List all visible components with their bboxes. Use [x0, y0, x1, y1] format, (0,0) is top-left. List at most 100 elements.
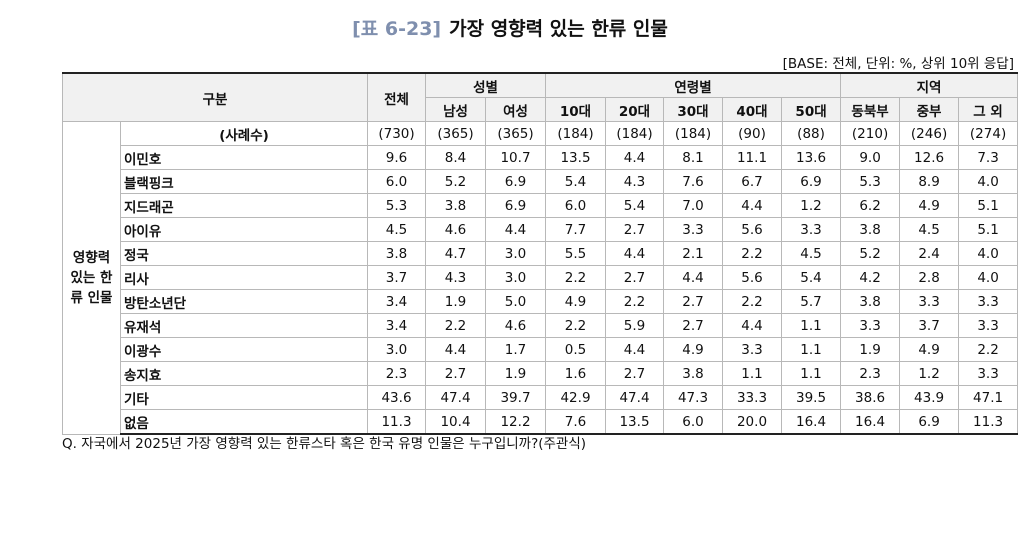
base-note: [BASE: 전체, 단위: %, 상위 10위 응답]: [782, 56, 1014, 72]
data-cell: 9.0: [840, 145, 901, 170]
row-name: 지드래곤: [120, 193, 368, 218]
row-name: 이광수: [120, 337, 368, 362]
data-cell: 5.9: [605, 313, 664, 338]
data-cell: 2.2: [722, 289, 782, 314]
row-name: 없음: [120, 409, 368, 435]
sub-header: 여성: [485, 97, 546, 122]
data-cell: 4.4: [605, 241, 664, 266]
data-cell: 3.4: [367, 289, 426, 314]
data-cell: 2.7: [605, 217, 664, 242]
sub-header: 20대: [605, 97, 664, 122]
data-cell: 3.3: [663, 217, 723, 242]
sub-header: 50대: [780, 97, 842, 122]
data-cell: 6.9: [485, 169, 546, 194]
sub-header: 10대: [545, 97, 606, 122]
sample-cell: (730): [367, 121, 426, 146]
data-cell: 3.3: [722, 337, 782, 362]
data-cell: 2.2: [425, 313, 486, 338]
data-cell: 4.4: [722, 313, 782, 338]
data-cell: 13.5: [545, 145, 606, 170]
data-cell: 47.4: [425, 385, 486, 410]
data-cell: 2.3: [840, 361, 901, 386]
data-cell: 6.9: [485, 193, 546, 218]
data-cell: 16.4: [780, 409, 842, 435]
data-cell: 5.6: [722, 217, 782, 242]
data-cell: 4.6: [485, 313, 546, 338]
data-cell: 5.7: [780, 289, 842, 314]
data-cell: 3.3: [780, 217, 842, 242]
data-cell: 3.0: [367, 337, 426, 362]
data-cell: 1.9: [840, 337, 901, 362]
data-cell: 7.0: [663, 193, 723, 218]
data-cell: 4.5: [780, 241, 842, 266]
data-row: 지드래곤 5.3 3.8 6.9 6.0 5.4 7.0 4.4 1.2 6.2 4.9 5.1: [63, 193, 1019, 218]
row-name: 정국: [120, 241, 368, 266]
data-cell: 8.4: [425, 145, 486, 170]
data-cell: 2.2: [545, 313, 606, 338]
data-cell: 4.4: [605, 145, 664, 170]
data-cell: 13.6: [780, 145, 842, 170]
data-cell: 3.3: [840, 313, 901, 338]
data-cell: 3.0: [485, 265, 546, 290]
data-cell: 4.5: [367, 217, 426, 242]
data-row: 리사 3.7 4.3 3.0 2.2 2.7 4.4 5.6 5.4 4.2 2.8 4.0: [63, 265, 1019, 290]
data-cell: 6.7: [722, 169, 782, 194]
data-cell: 1.9: [485, 361, 546, 386]
data-cell: 10.4: [425, 409, 486, 435]
data-cell: 1.6: [545, 361, 606, 386]
data-row: 이광수 3.0 4.4 1.7 0.5 4.4 4.9 3.3 1.1 1.9 4.9 2.2: [63, 337, 1019, 362]
header-cell: 전체: [367, 72, 426, 122]
data-cell: 5.4: [780, 265, 842, 290]
data-cell: 5.2: [840, 241, 901, 266]
data-cell: 12.6: [899, 145, 960, 170]
data-cell: 5.2: [425, 169, 486, 194]
data-cell: 39.7: [485, 385, 546, 410]
data-cell: 3.7: [899, 313, 960, 338]
row-group: 영향력 있는 한류 인물: [62, 121, 121, 435]
data-cell: 5.6: [722, 265, 782, 290]
sample-cell: (88): [780, 121, 842, 146]
sample-row: 영향력 있는 한류 인물 (사례수) (730) (365) (365) (184) (18…: [62, 121, 1019, 435]
data-cell: 9.6: [367, 145, 426, 170]
row-name: 송지효: [120, 361, 368, 386]
data-row: 아이유 4.5 4.6 4.4 7.7 2.7 3.3 5.6 3.3 3.8 4.5 5.1: [63, 217, 1019, 242]
data-cell: 4.3: [605, 169, 664, 194]
data-cell: 7.6: [663, 169, 723, 194]
data-cell: 43.9: [899, 385, 960, 410]
data-cell: 1.1: [780, 337, 842, 362]
data-cell: 7.3: [958, 145, 1019, 170]
data-cell: 2.3: [367, 361, 426, 386]
data-cell: 2.7: [605, 361, 664, 386]
table-title: [표 6-23] 가장 영향력 있는 한류 인물: [0, 14, 1020, 41]
data-cell: 2.2: [605, 289, 664, 314]
data-cell: 38.6: [840, 385, 901, 410]
data-cell: 42.9: [545, 385, 606, 410]
data-cell: 11.3: [958, 409, 1019, 435]
data-cell: 3.3: [958, 361, 1019, 386]
data-cell: 43.6: [367, 385, 426, 410]
data-row: 정국 3.8 4.7 3.0 5.5 4.4 2.1 2.2 4.5 5.2 2.4 4.0: [63, 241, 1019, 266]
group-header: 연령별: [544, 72, 842, 98]
data-cell: 3.8: [367, 241, 426, 266]
data-cell: 2.7: [663, 289, 723, 314]
data-cell: 6.0: [367, 169, 426, 194]
table-head: 구분 전체 성별 연령별 지역 남성 여성 10대 20대 30대 40대 50대 동북부 중부 그 외: [62, 72, 1019, 122]
data-cell: 47.3: [663, 385, 723, 410]
table-body: 영향력 있는 한류 인물 (사례수) (730) (365) (365) (184) (18…: [62, 121, 1019, 435]
data-row: 기타 43.6 47.4 39.7 42.9 47.4 47.3 33.3 39.5 38.6 43…: [63, 385, 1019, 410]
data-cell: 5.1: [958, 193, 1019, 218]
data-cell: 4.7: [425, 241, 486, 266]
data-cell: 3.0: [485, 241, 546, 266]
row-name: 블랙핑크: [120, 169, 368, 194]
sample-cell: (184): [545, 121, 606, 146]
data-cell: 5.4: [605, 193, 664, 218]
title-text: 가장 영향력 있는 한류 인물: [449, 18, 668, 40]
data-cell: 4.9: [545, 289, 606, 314]
data-cell: 11.3: [367, 409, 426, 435]
data-cell: 33.3: [722, 385, 782, 410]
data-cell: 10.7: [485, 145, 546, 170]
sample-cell: (90): [722, 121, 782, 146]
data-cell: 47.4: [605, 385, 664, 410]
data-row: 유재석 3.4 2.2 4.6 2.2 5.9 2.7 4.4 1.1 3.3 3.7 3.3: [63, 313, 1019, 338]
data-cell: 1.9: [425, 289, 486, 314]
